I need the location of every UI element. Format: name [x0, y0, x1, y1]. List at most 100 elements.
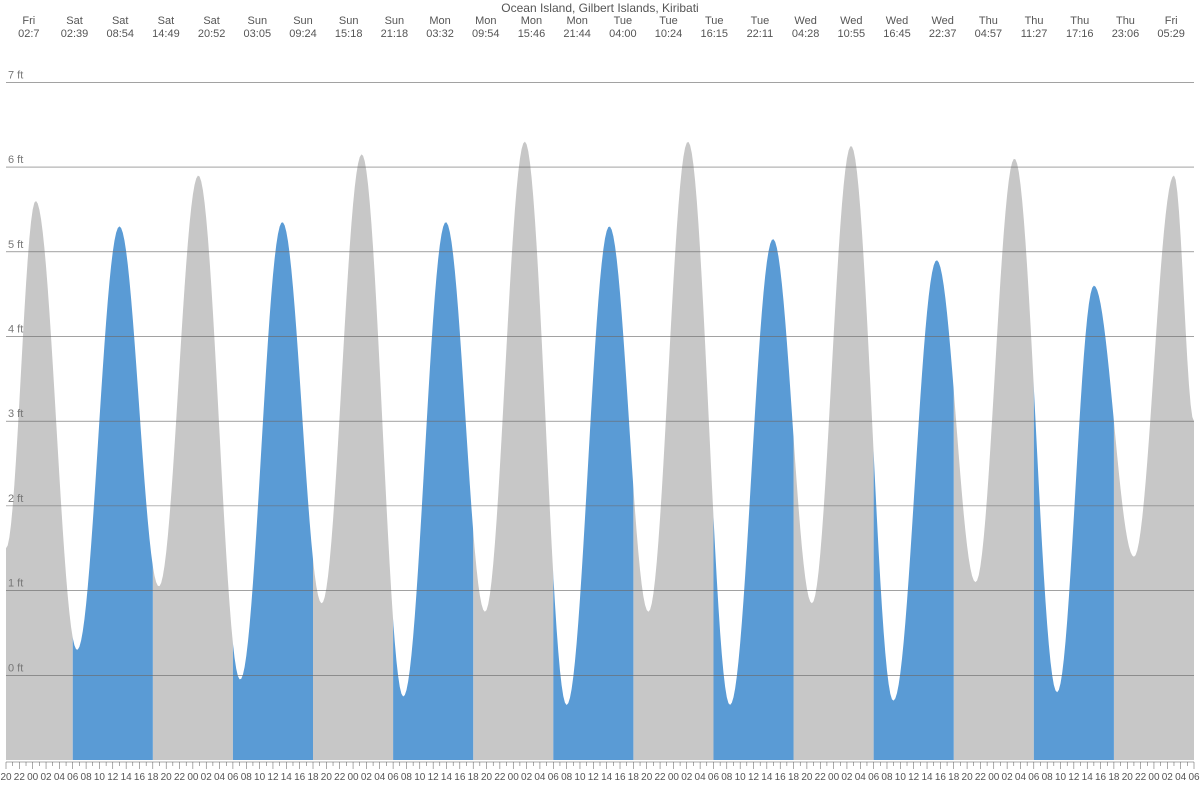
top-time-label: 21:44	[563, 28, 591, 40]
top-day-label: Wed	[886, 15, 908, 27]
top-day-label: Fri	[1165, 15, 1178, 27]
x-hour-label: 20	[801, 772, 813, 783]
x-hour-label: 12	[588, 772, 600, 783]
x-hour-label: 06	[1188, 772, 1200, 783]
x-hour-label: 14	[1082, 772, 1094, 783]
x-hour-label: 00	[1148, 772, 1160, 783]
top-time-label: 14:49	[152, 28, 180, 40]
top-time-label: 16:15	[700, 28, 728, 40]
x-hour-label: 00	[668, 772, 680, 783]
x-hour-label: 12	[748, 772, 760, 783]
x-hour-label: 10	[735, 772, 747, 783]
x-hour-label: 18	[307, 772, 319, 783]
x-hour-label: 14	[761, 772, 773, 783]
x-hour-label: 14	[601, 772, 613, 783]
x-hour-label: 12	[908, 772, 920, 783]
top-day-label: Sat	[66, 15, 83, 27]
x-hour-label: 22	[1135, 772, 1147, 783]
top-time-label: 04:00	[609, 28, 637, 40]
top-time-label: 16:45	[883, 28, 911, 40]
x-hour-label: 16	[1095, 772, 1107, 783]
x-hour-label: 02	[521, 772, 533, 783]
y-axis-label: 0 ft	[8, 662, 23, 674]
x-hour-label: 14	[281, 772, 293, 783]
x-hour-label: 22	[334, 772, 346, 783]
x-hour-label: 08	[561, 772, 573, 783]
x-hour-label: 00	[508, 772, 520, 783]
top-day-label: Tue	[659, 15, 678, 27]
x-hour-label: 08	[721, 772, 733, 783]
x-hour-label: 18	[948, 772, 960, 783]
top-time-label: 15:46	[518, 28, 546, 40]
top-time-label: 02:39	[61, 28, 89, 40]
x-hour-label: 12	[1068, 772, 1080, 783]
y-axis-label: 7 ft	[8, 69, 23, 81]
top-time-label: 04:57	[975, 28, 1003, 40]
top-time-label: 20:52	[198, 28, 226, 40]
top-time-label: 22:11	[747, 28, 774, 40]
x-hour-label: 10	[574, 772, 586, 783]
x-hour-label: 00	[347, 772, 359, 783]
top-day-label: Mon	[429, 15, 450, 27]
x-hour-label: 14	[921, 772, 933, 783]
x-hour-label: 20	[0, 772, 12, 783]
x-hour-label: 04	[855, 772, 867, 783]
x-hour-label: 06	[548, 772, 560, 783]
x-hour-label: 22	[815, 772, 827, 783]
x-hour-label: 14	[121, 772, 133, 783]
x-hour-label: 08	[401, 772, 413, 783]
top-day-label: Fri	[22, 15, 35, 27]
top-day-label: Sun	[339, 15, 359, 27]
x-hour-label: 20	[481, 772, 493, 783]
y-axis-label: 3 ft	[8, 408, 23, 420]
x-hour-label: 10	[94, 772, 106, 783]
top-day-label: Thu	[979, 15, 998, 27]
x-hour-label: 20	[962, 772, 974, 783]
x-hour-label: 04	[54, 772, 66, 783]
x-hour-label: 10	[895, 772, 907, 783]
top-day-label: Tue	[751, 15, 770, 27]
top-time-label: 03:32	[426, 28, 454, 40]
top-day-label: Thu	[1116, 15, 1135, 27]
top-time-label: 10:55	[838, 28, 866, 40]
top-time-label: 10:24	[655, 28, 683, 40]
top-day-label: Tue	[705, 15, 724, 27]
x-hour-label: 08	[81, 772, 93, 783]
top-day-label: Sat	[203, 15, 220, 27]
x-hour-label: 02	[201, 772, 213, 783]
top-day-label: Sun	[293, 15, 313, 27]
x-hour-label: 08	[241, 772, 253, 783]
x-hour-label: 08	[1042, 772, 1054, 783]
top-time-label: 03:05	[244, 28, 272, 40]
x-hour-label: 02	[361, 772, 373, 783]
x-hour-label: 16	[134, 772, 146, 783]
x-hour-label: 06	[388, 772, 400, 783]
x-hour-label: 00	[988, 772, 1000, 783]
x-hour-label: 08	[881, 772, 893, 783]
x-hour-label: 22	[655, 772, 667, 783]
x-hour-label: 04	[1015, 772, 1027, 783]
top-day-label: Sun	[248, 15, 268, 27]
x-hour-label: 20	[1122, 772, 1134, 783]
top-day-label: Sun	[385, 15, 405, 27]
top-day-label: Tue	[614, 15, 633, 27]
top-day-label: Mon	[566, 15, 587, 27]
x-hour-label: 06	[1028, 772, 1040, 783]
x-hour-label: 22	[494, 772, 506, 783]
x-hour-label: 04	[534, 772, 546, 783]
x-hour-label: 12	[428, 772, 440, 783]
top-time-label: 17:16	[1066, 28, 1094, 40]
x-hour-label: 20	[321, 772, 333, 783]
top-time-label: 04:28	[792, 28, 820, 40]
x-hour-label: 02	[841, 772, 853, 783]
top-time-label: 08:54	[106, 28, 134, 40]
x-hour-label: 02	[1002, 772, 1014, 783]
x-hour-label: 16	[294, 772, 306, 783]
x-hour-label: 16	[935, 772, 947, 783]
top-time-label: 11:27	[1021, 28, 1048, 40]
x-hour-label: 02	[1162, 772, 1174, 783]
x-hour-label: 16	[614, 772, 626, 783]
x-hour-label: 22	[975, 772, 987, 783]
y-axis-label: 4 ft	[8, 323, 23, 335]
x-hour-label: 06	[67, 772, 79, 783]
